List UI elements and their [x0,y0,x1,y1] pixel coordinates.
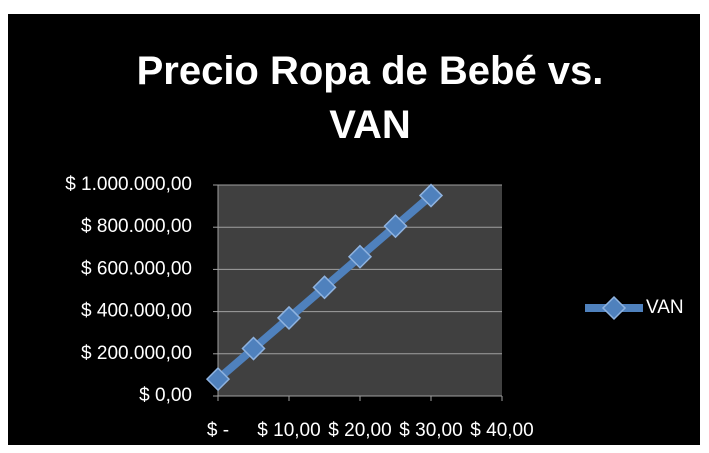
y-tick-label: $ 400.000,00 [81,301,192,322]
legend-label: VAN [646,297,684,318]
point-marker [383,214,408,239]
point-marker [312,275,337,300]
y-tick-label: $ 200.000,00 [81,343,192,364]
x-tick-label: $ 40,00 [470,420,533,441]
y-tick-label: $ 0,00 [139,385,192,406]
point-marker [347,244,373,269]
point-marker [276,305,302,330]
plot-area [218,185,502,396]
chart-title: Precio Ropa de Bebé vs. VAN [136,49,604,147]
y-tick-label: $ 800.000,00 [81,216,192,237]
y-tick-label: $ 600.000,00 [81,258,192,279]
point-marker [241,336,266,361]
x-tick-label: $ - [207,420,229,441]
point-marker [205,367,231,392]
legend-marker [601,295,627,321]
x-tick-label: $ 30,00 [399,420,462,441]
y-tick-label: $ 1.000.000,00 [65,174,192,195]
x-tick-label: $ 20,00 [328,420,391,441]
x-tick-label: $ 10,00 [257,420,320,441]
point-marker [418,183,444,208]
